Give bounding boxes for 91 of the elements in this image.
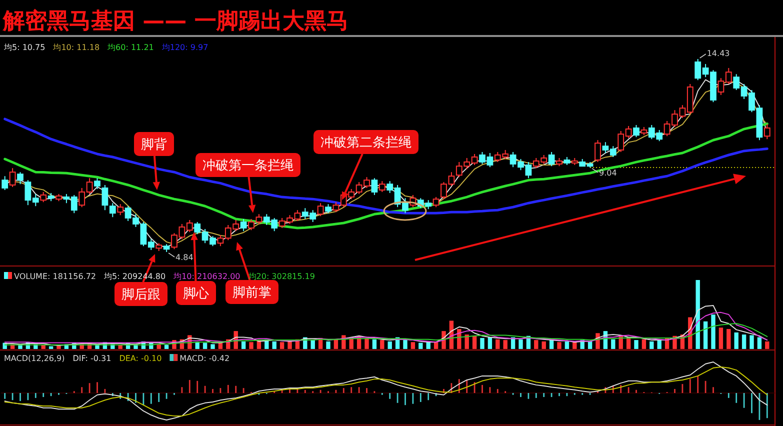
candlestick	[56, 194, 62, 202]
bar	[557, 342, 562, 349]
legend-label: VOLUME: 181156.72	[14, 272, 96, 281]
candlestick	[2, 176, 8, 191]
chart-subtitle: MACD(12,26,9)	[4, 354, 65, 363]
annotation: 脚前掌	[232, 286, 272, 301]
annotation: 脚后跟	[122, 288, 160, 303]
bar	[657, 340, 662, 349]
candlestick	[325, 204, 332, 214]
bar	[564, 341, 570, 349]
candlestick	[156, 242, 162, 252]
bar	[542, 341, 546, 349]
bar	[634, 340, 638, 349]
bar	[472, 336, 477, 349]
candlestick	[764, 124, 770, 140]
bar	[48, 346, 54, 349]
candlestick	[17, 172, 24, 185]
chart-title: 解密黑马基因 —— 一脚踢出大黑马	[2, 8, 348, 34]
bar	[726, 328, 731, 349]
bar	[418, 342, 423, 349]
annotation: 冲破第一条拦绳	[202, 158, 294, 174]
candlestick	[371, 178, 378, 196]
bar	[272, 341, 276, 349]
bar	[388, 341, 392, 349]
candlestick	[163, 244, 170, 252]
bar	[718, 328, 724, 349]
bar	[503, 340, 508, 349]
bar	[380, 340, 384, 349]
candlestick	[594, 140, 601, 163]
bar	[750, 335, 754, 349]
text: 4.84	[176, 253, 194, 262]
candlestick	[640, 126, 648, 136]
annotation: 冲破第二条拦绳	[320, 136, 412, 151]
bar	[210, 344, 215, 349]
text: 均10: 11.18	[52, 43, 100, 52]
bar	[241, 341, 246, 349]
candlestick	[240, 218, 247, 232]
bar	[164, 344, 169, 349]
bar	[496, 339, 500, 349]
candlestick	[40, 192, 47, 203]
bar	[280, 342, 284, 349]
bar	[410, 342, 416, 349]
bar	[372, 339, 377, 349]
text: 均120: 9.97	[160, 43, 208, 52]
bar	[572, 342, 577, 349]
candlestick	[317, 202, 324, 217]
legend-label: MACD: -0.42	[180, 354, 230, 363]
bar	[480, 338, 484, 349]
bar	[765, 341, 770, 349]
bar	[534, 340, 538, 349]
bar	[611, 339, 616, 349]
annotation: 脚背	[141, 138, 167, 153]
text: DIF: -0.31	[72, 354, 112, 363]
bar	[711, 314, 716, 349]
bar	[403, 340, 408, 349]
text: 均60: 11.21	[106, 43, 154, 52]
candlestick	[48, 192, 54, 202]
bar	[195, 342, 200, 349]
candlestick	[9, 168, 16, 188]
candlestick	[556, 158, 562, 167]
candlestick	[109, 202, 116, 218]
annotation: 9.04	[599, 168, 617, 178]
bar	[757, 337, 762, 349]
candlestick	[548, 151, 555, 167]
text: 均10: 210632.00	[172, 272, 240, 281]
candlestick	[102, 184, 108, 211]
annotation: 脚心	[183, 286, 209, 302]
bar	[426, 342, 430, 349]
bar	[202, 342, 208, 349]
bar	[703, 321, 708, 349]
bar	[488, 337, 492, 349]
bar	[364, 338, 369, 349]
bar	[742, 334, 746, 349]
bar	[518, 339, 523, 349]
candlestick	[378, 180, 386, 193]
candlestick	[432, 196, 440, 208]
candlestick	[633, 124, 640, 138]
text: 14.43	[706, 49, 730, 58]
text: 均5: 10.75	[3, 43, 46, 52]
bar	[642, 339, 646, 349]
candlestick	[564, 156, 570, 166]
candlestick	[571, 158, 578, 166]
bar	[588, 341, 592, 349]
candlestick	[117, 204, 124, 216]
candlestick	[94, 178, 100, 190]
bar	[249, 342, 254, 349]
bar	[310, 340, 315, 349]
bar	[326, 341, 330, 349]
text: DEA: -0.10	[119, 354, 162, 363]
bar	[650, 341, 654, 349]
bar	[734, 332, 738, 349]
